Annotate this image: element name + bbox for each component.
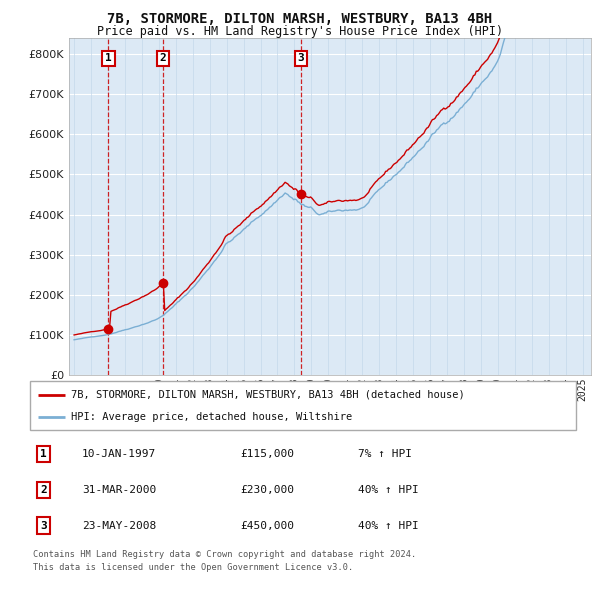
Text: Contains HM Land Registry data © Crown copyright and database right 2024.: Contains HM Land Registry data © Crown c… (33, 550, 416, 559)
Text: 40% ↑ HPI: 40% ↑ HPI (358, 485, 418, 494)
Text: 31-MAR-2000: 31-MAR-2000 (82, 485, 156, 494)
Text: 7% ↑ HPI: 7% ↑ HPI (358, 449, 412, 459)
Text: 3: 3 (40, 520, 47, 530)
Text: 2: 2 (40, 485, 47, 494)
Text: £450,000: £450,000 (240, 520, 294, 530)
Text: £115,000: £115,000 (240, 449, 294, 459)
Text: 23-MAY-2008: 23-MAY-2008 (82, 520, 156, 530)
Text: 2: 2 (160, 54, 166, 64)
Text: HPI: Average price, detached house, Wiltshire: HPI: Average price, detached house, Wilt… (71, 412, 352, 422)
Text: 7B, STORMORE, DILTON MARSH, WESTBURY, BA13 4BH (detached house): 7B, STORMORE, DILTON MARSH, WESTBURY, BA… (71, 389, 465, 399)
Text: 40% ↑ HPI: 40% ↑ HPI (358, 520, 418, 530)
Text: 1: 1 (105, 54, 112, 64)
Text: This data is licensed under the Open Government Licence v3.0.: This data is licensed under the Open Gov… (33, 563, 353, 572)
Text: 1: 1 (40, 449, 47, 459)
Text: 7B, STORMORE, DILTON MARSH, WESTBURY, BA13 4BH: 7B, STORMORE, DILTON MARSH, WESTBURY, BA… (107, 12, 493, 26)
Text: £230,000: £230,000 (240, 485, 294, 494)
Text: 3: 3 (298, 54, 304, 64)
Text: Price paid vs. HM Land Registry's House Price Index (HPI): Price paid vs. HM Land Registry's House … (97, 25, 503, 38)
Text: 10-JAN-1997: 10-JAN-1997 (82, 449, 156, 459)
